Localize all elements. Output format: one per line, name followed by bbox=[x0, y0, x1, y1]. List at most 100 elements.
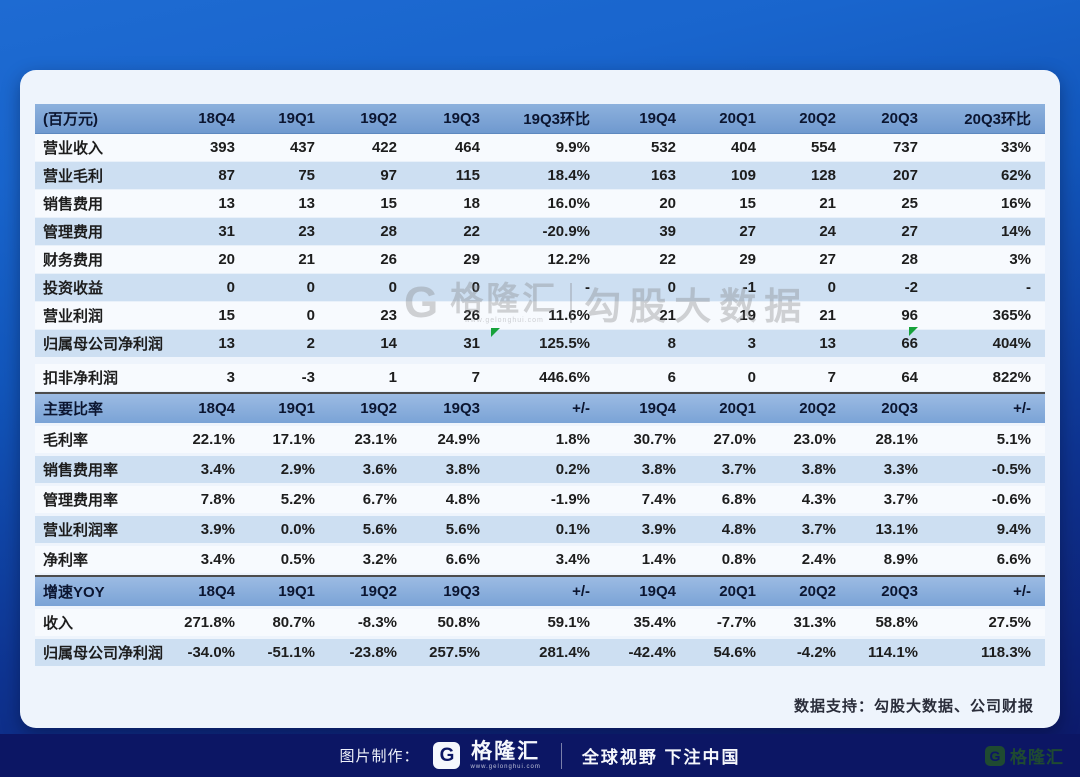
cell: 24.9% bbox=[411, 423, 494, 456]
row-label: 营业利润 bbox=[35, 301, 177, 330]
cell: 0.5% bbox=[249, 543, 329, 575]
row-label: 营业收入 bbox=[35, 133, 177, 162]
cell: 0.8% bbox=[690, 543, 770, 575]
cell: 24 bbox=[770, 217, 850, 246]
section-title: (百万元) bbox=[35, 104, 177, 134]
cell: 0.2% bbox=[494, 453, 604, 486]
table-row: 营业利润 15 0 23 26 11.6% 21 19 21 96 365% bbox=[35, 301, 1045, 330]
cell: 96 bbox=[850, 301, 932, 330]
cell: 404% bbox=[932, 329, 1045, 361]
column-header: 19Q1 bbox=[249, 104, 329, 134]
cell: 128 bbox=[770, 161, 850, 190]
cell: 26 bbox=[329, 245, 411, 274]
cell: -51.1% bbox=[249, 636, 329, 668]
cell: 0 bbox=[177, 273, 249, 302]
column-header: 20Q2 bbox=[770, 392, 850, 426]
cell: 35.4% bbox=[604, 606, 690, 639]
column-header: 20Q1 bbox=[690, 104, 770, 134]
cell: 0 bbox=[411, 273, 494, 302]
cell: 31 bbox=[411, 329, 494, 361]
section-title: 增速YOY bbox=[35, 575, 177, 609]
cell: 7 bbox=[770, 357, 850, 392]
cell: 3.6% bbox=[329, 453, 411, 486]
column-header: 20Q1 bbox=[690, 575, 770, 609]
yoy-header-row: 增速YOY 18Q4 19Q1 19Q2 19Q3 +/- 19Q4 20Q1 20Q2 20Q3… bbox=[35, 575, 1045, 609]
cell: 29 bbox=[411, 245, 494, 274]
cell: 3.8% bbox=[604, 453, 690, 486]
cell: 7 bbox=[411, 357, 494, 392]
table-row: 营业利润率 3.9% 0.0% 5.6% 5.6% 0.1% 3.9% 4.8% 3.7% 13.… bbox=[35, 513, 1045, 546]
row-label: 销售费用率 bbox=[35, 453, 177, 486]
corner-brand: 格隆汇 bbox=[1010, 748, 1064, 767]
column-header: 20Q3 bbox=[850, 392, 932, 426]
cell: 5.6% bbox=[329, 513, 411, 546]
cell: 1.4% bbox=[604, 543, 690, 575]
cell: 4.8% bbox=[690, 513, 770, 546]
column-header: 18Q4 bbox=[177, 575, 249, 609]
column-header: 20Q1 bbox=[690, 392, 770, 426]
cell: 163 bbox=[604, 161, 690, 190]
cell: 50.8% bbox=[411, 606, 494, 639]
row-label: 销售费用 bbox=[35, 189, 177, 218]
cell: 1 bbox=[329, 357, 411, 392]
cell: 2 bbox=[249, 329, 329, 361]
yoy-growth-table: 增速YOY 18Q4 19Q1 19Q2 19Q3 +/- 19Q4 20Q1 20Q2 20Q3… bbox=[35, 575, 1045, 668]
table-row: 投资收益 0 0 0 0-0 -1 0 -2- bbox=[35, 273, 1045, 302]
row-label: 管理费用 bbox=[35, 217, 177, 246]
cell: 23 bbox=[329, 301, 411, 330]
cell: 0 bbox=[604, 273, 690, 302]
cell: 0 bbox=[329, 273, 411, 302]
cell: 75 bbox=[249, 161, 329, 190]
cell: 15 bbox=[329, 189, 411, 218]
cell: 5.1% bbox=[932, 423, 1045, 456]
column-header: 19Q4 bbox=[604, 575, 690, 609]
section-title: 主要比率 bbox=[35, 392, 177, 426]
column-header: 19Q4 bbox=[604, 392, 690, 426]
column-header: +/- bbox=[932, 392, 1045, 426]
gelonghui-url: www.gelonghui.com bbox=[470, 764, 541, 770]
cell: 8.9% bbox=[850, 543, 932, 575]
cell: 3.4% bbox=[177, 543, 249, 575]
cell: 3.9% bbox=[177, 513, 249, 546]
row-label: 投资收益 bbox=[35, 273, 177, 302]
cell: 554 bbox=[770, 133, 850, 162]
green-flag-icon bbox=[491, 328, 500, 337]
cell: 15 bbox=[690, 189, 770, 218]
cell: 27 bbox=[770, 245, 850, 274]
table-row: 归属母公司净利润 -34.0% -51.1% -23.8% 257.5% 281.4% -4… bbox=[35, 636, 1045, 668]
cell: 21 bbox=[770, 189, 850, 218]
cell: 3.7% bbox=[770, 513, 850, 546]
cell: 39 bbox=[604, 217, 690, 246]
table-row: 收入 271.8% 80.7% -8.3% 50.8% 59.1% 35.4% -7.7% 31… bbox=[35, 606, 1045, 639]
cell: 66 bbox=[850, 329, 932, 361]
column-header: 19Q3 bbox=[411, 575, 494, 609]
cell: 13.1% bbox=[850, 513, 932, 546]
cell: 118.3% bbox=[932, 636, 1045, 668]
corner-logo: G 格隆汇 bbox=[985, 743, 1064, 768]
cell: 31 bbox=[177, 217, 249, 246]
cell: 257.5% bbox=[411, 636, 494, 668]
cell: 1.8% bbox=[494, 423, 604, 456]
column-header: 20Q3 bbox=[850, 104, 932, 134]
gelonghui-logo-icon: G bbox=[433, 742, 461, 769]
cell: 22.1% bbox=[177, 423, 249, 456]
cell: 114.1% bbox=[850, 636, 932, 668]
cell: 3% bbox=[932, 245, 1045, 274]
cell: -1 bbox=[690, 273, 770, 302]
cell: 0.1% bbox=[494, 513, 604, 546]
cell: 23 bbox=[249, 217, 329, 246]
cell: 109 bbox=[690, 161, 770, 190]
cell: 3.3% bbox=[850, 453, 932, 486]
cell: 393 bbox=[177, 133, 249, 162]
row-label: 财务费用 bbox=[35, 245, 177, 274]
cell: 3.2% bbox=[329, 543, 411, 575]
table-row: 销售费用 13 13 15 18 16.0% 20 15 21 25 16% bbox=[35, 189, 1045, 218]
cell: 31.3% bbox=[770, 606, 850, 639]
cell: 532 bbox=[604, 133, 690, 162]
column-header: +/- bbox=[494, 575, 604, 609]
bottom-bar: 图片制作： G 格隆汇 www.gelonghui.com 全球视野 下注中国 bbox=[0, 734, 1080, 777]
cell: 22 bbox=[604, 245, 690, 274]
table-row: 归属母公司净利润 13 2 14 31 125.5% 8 3 13 66 404% bbox=[35, 329, 1045, 361]
column-header: 19Q3环比 bbox=[494, 104, 604, 134]
